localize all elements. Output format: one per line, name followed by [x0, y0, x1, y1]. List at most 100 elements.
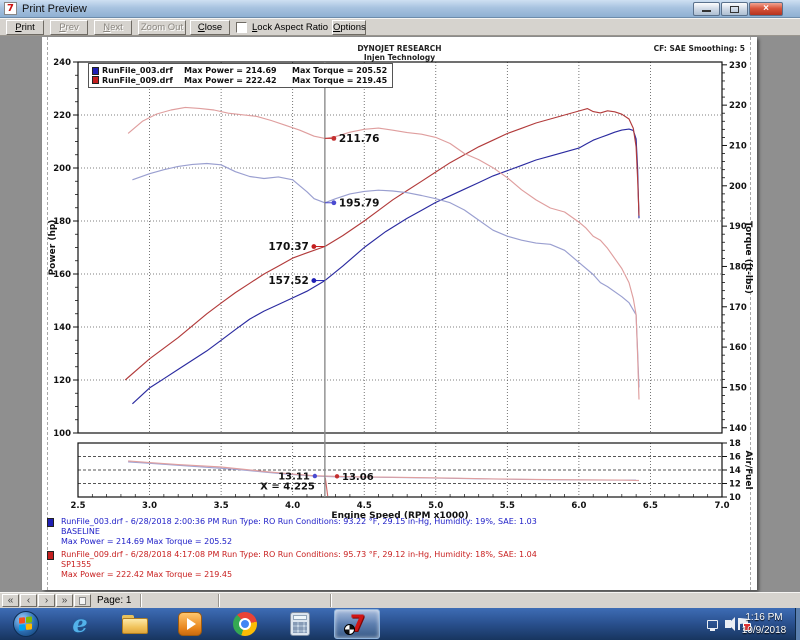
taskbar-file-explorer[interactable] — [115, 610, 155, 638]
app-icon: 7 — [4, 2, 17, 15]
run-swatch-red — [47, 551, 54, 560]
clock-date: 10/9/2018 — [741, 625, 787, 636]
svg-text:230: 230 — [729, 61, 747, 71]
prev-page-button[interactable]: ‹ — [20, 594, 37, 607]
run-details: RunFile_003.drf - 6/28/2018 2:00:36 PM R… — [47, 517, 537, 583]
run-detail-baseline: RunFile_003.drf - 6/28/2018 2:00:36 PM R… — [47, 517, 537, 547]
svg-text:12: 12 — [729, 480, 741, 490]
taskbar-dynojet-winpep-active[interactable]: 7 — [334, 609, 380, 639]
clock-time: 1:16 PM — [745, 612, 783, 623]
windows-flag-icon — [19, 616, 33, 631]
svg-text:X = 4.225: X = 4.225 — [260, 482, 315, 493]
svg-text:210: 210 — [729, 141, 747, 151]
show-desktop-button[interactable] — [795, 608, 800, 640]
svg-text:220: 220 — [729, 101, 747, 111]
minimize-button[interactable] — [693, 2, 720, 16]
close-preview-button[interactable]: Close — [190, 20, 230, 35]
left-margin-guide — [47, 37, 48, 590]
lock-aspect-ratio-checkbox[interactable] — [236, 22, 247, 33]
system-tray — [707, 608, 751, 640]
taskbar-media-player[interactable] — [170, 610, 210, 638]
window-title: Print Preview — [22, 3, 87, 15]
maximize-button[interactable] — [721, 2, 748, 16]
report-smoothing-label: CF: SAE Smoothing: 5 — [653, 44, 745, 53]
close-window-button[interactable]: × — [749, 2, 783, 16]
svg-text:200: 200 — [729, 182, 747, 192]
chrome-icon — [233, 612, 257, 636]
svg-text:3.0: 3.0 — [142, 501, 157, 511]
svg-text:100: 100 — [53, 429, 71, 439]
taskbar-internet-explorer[interactable]: e — [60, 610, 100, 638]
svg-text:6.0: 6.0 — [571, 501, 586, 511]
svg-text:14: 14 — [729, 466, 741, 476]
svg-text:157.52: 157.52 — [268, 275, 309, 287]
preview-background: DYNOJET RESEARCH Injen Technology CF: SA… — [0, 36, 800, 592]
statusbar: « ‹ › » Page: 1 — [0, 592, 800, 608]
legend-row-sp1355: RunFile_009.drf Max Power = 222.42 Max T… — [92, 76, 387, 86]
svg-text:6.5: 6.5 — [643, 501, 658, 511]
svg-text:4.5: 4.5 — [357, 501, 372, 511]
options-button[interactable]: Options — [332, 20, 366, 35]
svg-text:180: 180 — [729, 262, 747, 272]
svg-text:170: 170 — [729, 303, 747, 313]
svg-text:170.37: 170.37 — [268, 241, 309, 253]
svg-text:140: 140 — [53, 323, 71, 333]
prev-button[interactable]: Prev — [50, 20, 88, 35]
page-icon — [79, 597, 86, 605]
statusbar-separator — [140, 594, 142, 607]
svg-text:5.5: 5.5 — [500, 501, 515, 511]
taskbar-clock[interactable]: 1:16 PM 10/9/2018 — [736, 611, 792, 637]
svg-text:150: 150 — [729, 383, 747, 393]
statusbar-separator — [218, 594, 220, 607]
svg-text:16: 16 — [729, 453, 741, 463]
run-swatch-blue — [47, 518, 54, 527]
action-center-flag-icon[interactable] — [738, 618, 751, 631]
svg-text:Power (hp): Power (hp) — [48, 220, 58, 276]
window-titlebar[interactable]: 7 Print Preview × — [0, 0, 800, 18]
svg-text:Air/Fuel: Air/Fuel — [743, 450, 753, 489]
report-header: DYNOJET RESEARCH Injen Technology — [42, 44, 757, 62]
svg-text:160: 160 — [729, 343, 747, 353]
svg-text:13.11: 13.11 — [278, 472, 310, 483]
svg-text:211.76: 211.76 — [339, 133, 380, 145]
page-indicator: Page: 1 — [97, 595, 132, 606]
dynojet-icon: 7 — [335, 610, 379, 638]
taskbar-calculator[interactable] — [280, 610, 320, 638]
taskbar-chrome[interactable] — [225, 610, 265, 638]
print-preview-page: DYNOJET RESEARCH Injen Technology CF: SA… — [42, 37, 757, 590]
svg-text:3.5: 3.5 — [214, 501, 229, 511]
last-page-button[interactable]: » — [56, 594, 73, 607]
svg-text:5.0: 5.0 — [428, 501, 443, 511]
svg-text:140: 140 — [729, 424, 747, 434]
svg-text:240: 240 — [53, 58, 71, 68]
start-button[interactable] — [6, 610, 46, 638]
legend-swatch-blue — [92, 66, 99, 75]
start-orb-icon — [13, 611, 39, 637]
legend-row-baseline: RunFile_003.drf Max Power = 214.69 Max T… — [92, 66, 387, 76]
svg-text:13.06: 13.06 — [342, 472, 374, 483]
run-detail-sp1355: RunFile_009.drf - 6/28/2018 4:17:08 PM R… — [47, 550, 537, 580]
folder-icon — [122, 614, 148, 634]
svg-text:4.0: 4.0 — [285, 501, 300, 511]
print-button[interactable]: Print — [6, 20, 44, 35]
dyno-chart[interactable]: 2.5 3.0 3.5 4.0 4.5 5.0 5.5 6.0 6.5 7.0 240 220 200 1… — [42, 37, 757, 519]
right-margin-guide — [750, 37, 751, 590]
zoom-out-button[interactable]: Zoom Out — [138, 20, 186, 35]
minimize-icon — [702, 10, 711, 12]
svg-text:Engine Speed (RPM x1000): Engine Speed (RPM x1000) — [331, 511, 468, 519]
svg-text:2.5: 2.5 — [70, 501, 85, 511]
statusbar-separator — [330, 594, 332, 607]
next-page-button[interactable]: › — [38, 594, 55, 607]
network-icon[interactable] — [707, 619, 718, 631]
next-button[interactable]: Next — [94, 20, 132, 35]
svg-text:120: 120 — [53, 376, 71, 386]
taskbar: e 7 1:16 PM 10/9/2018 — [0, 608, 800, 640]
calculator-icon — [290, 612, 310, 636]
legend-swatch-red — [92, 76, 99, 85]
svg-text:Torque (ft-lbs): Torque (ft-lbs) — [743, 221, 753, 294]
first-page-button[interactable]: « — [2, 594, 19, 607]
goto-page-button[interactable] — [74, 594, 91, 607]
volume-icon[interactable] — [725, 617, 735, 631]
internet-explorer-icon: e — [72, 609, 88, 638]
